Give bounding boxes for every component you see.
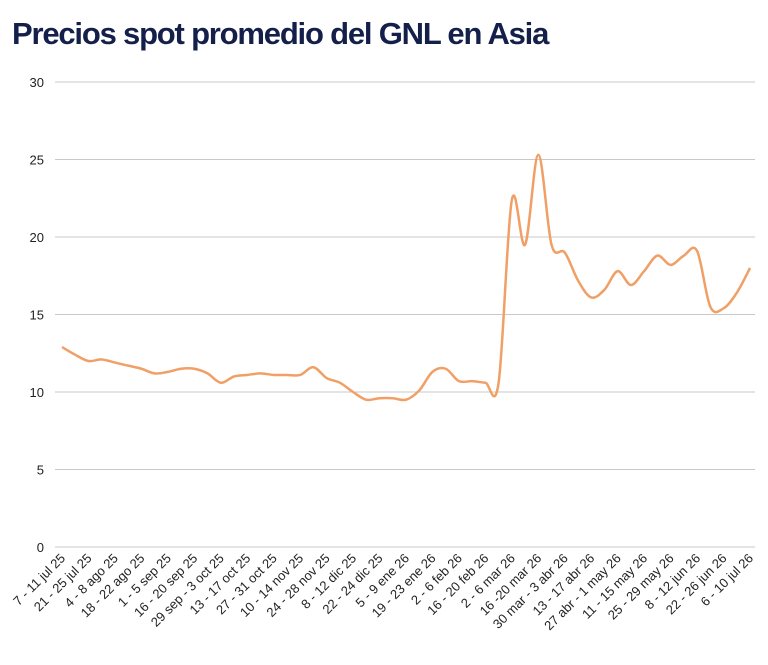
y-tick-label: 30 xyxy=(30,75,44,90)
chart-title: Precios spot promedio del GNL en Asia xyxy=(12,16,550,51)
y-tick-label: 15 xyxy=(30,308,44,323)
y-tick-label: 20 xyxy=(30,230,44,245)
y-tick-label: 0 xyxy=(37,540,44,555)
y-tick-label: 10 xyxy=(30,385,44,400)
y-tick-label: 5 xyxy=(37,463,44,478)
data-line xyxy=(61,153,752,402)
y-tick-label: 25 xyxy=(30,153,44,168)
